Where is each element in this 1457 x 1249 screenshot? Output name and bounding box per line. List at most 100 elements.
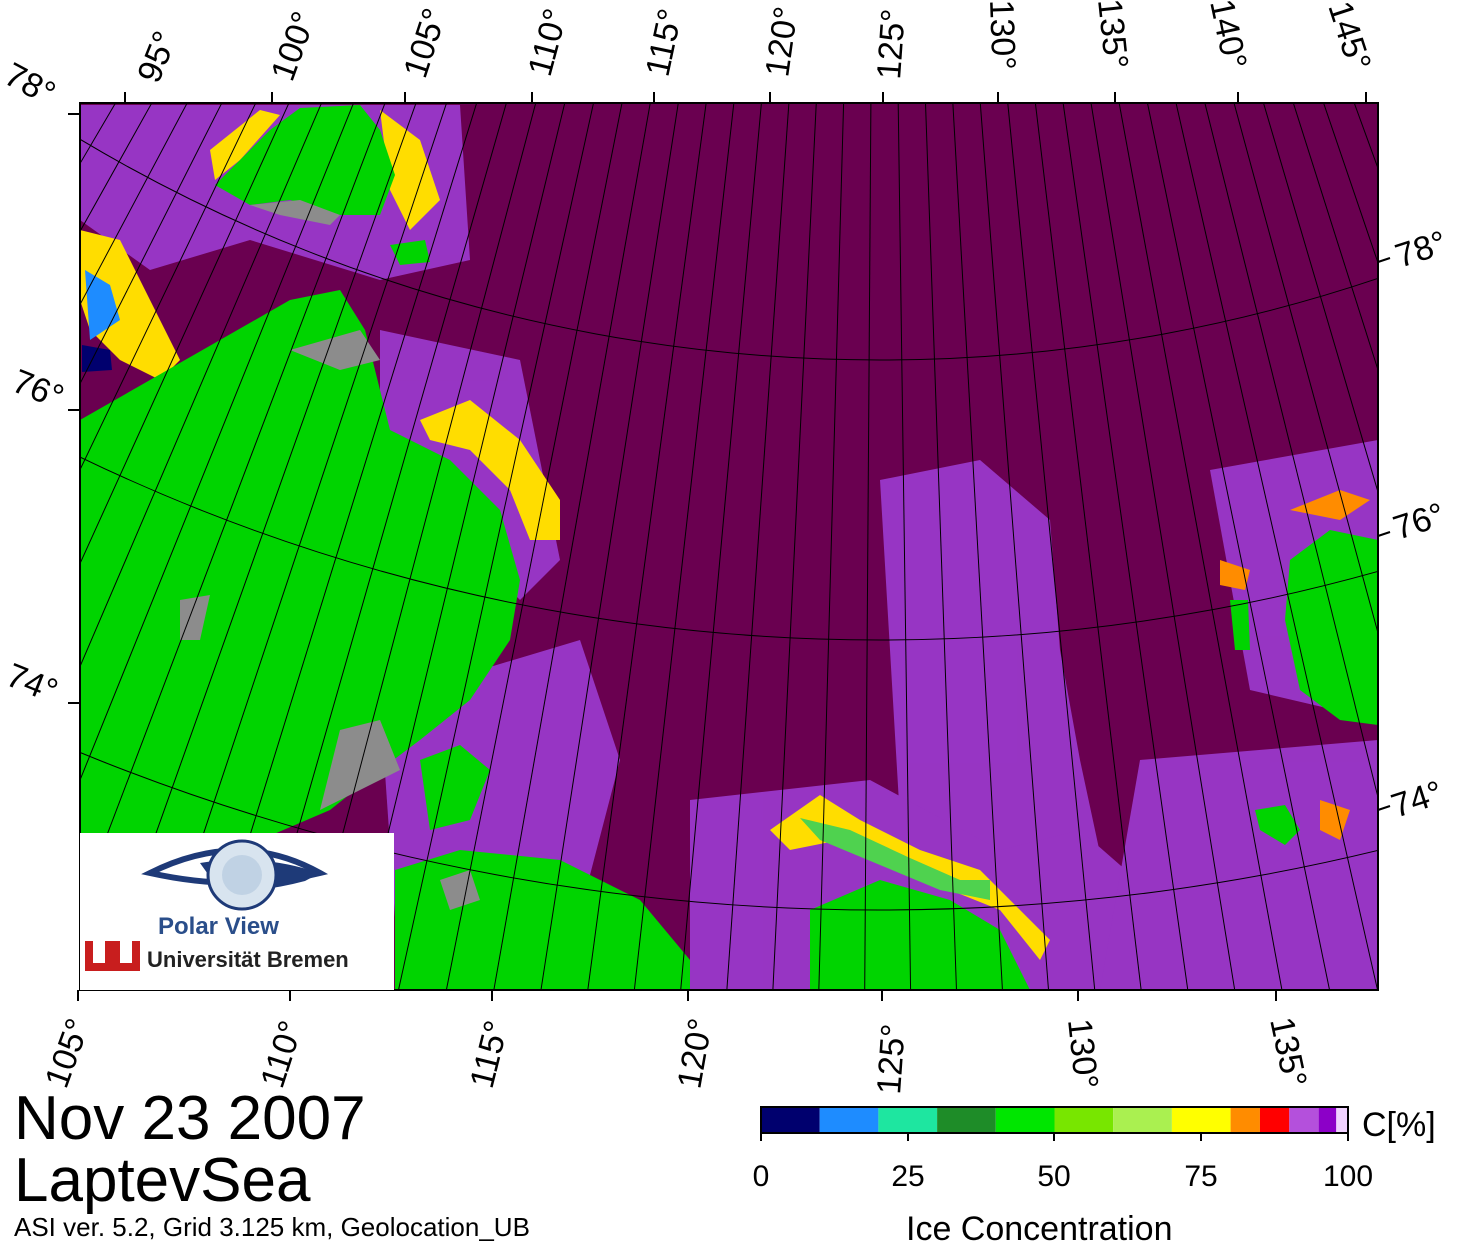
- colorbar-segment: [1230, 1107, 1260, 1133]
- begichev-island: [420, 745, 490, 830]
- colorbar-segment: [761, 1107, 820, 1133]
- logo-institution: Universität Bremen: [147, 947, 349, 972]
- meridian-line: [772, 103, 817, 990]
- taymyr-peninsula: [80, 290, 520, 870]
- top-lon-label-125: 125°: [870, 8, 913, 81]
- meridian-line: [1233, 103, 1378, 635]
- stolbovoy-islet: [1230, 600, 1250, 650]
- meridian-line: [633, 103, 735, 990]
- parallel-line: [80, 138, 1378, 361]
- meridian-line: [1175, 103, 1378, 990]
- meridian-line: [1451, 0, 1457, 911]
- right-lat-label-74: 74°: [1387, 774, 1448, 826]
- logo-name: Polar View: [158, 913, 279, 940]
- colorbar-segment: [1336, 1107, 1348, 1133]
- frame-tick: [1377, 257, 1391, 263]
- colorbar-segment: [878, 1107, 938, 1133]
- right-latitude-labels: 78° 76° 74°: [1387, 224, 1452, 826]
- left-lat-label-78: 78°: [0, 56, 61, 114]
- bottom-lon-label-120: 120°: [670, 1016, 720, 1092]
- meridian-line: [1353, 103, 1378, 170]
- meridian-line: [1204, 103, 1378, 800]
- meridian-line: [1118, 103, 1283, 990]
- kotelny-island: [1285, 530, 1378, 725]
- meridian-line: [1062, 103, 1189, 990]
- meridian-line: [540, 103, 679, 990]
- colorbar-title: Ice Concentration: [906, 1210, 1173, 1248]
- meridian-line: [397, 103, 595, 990]
- bottom-lon-label-130: 130°: [1060, 1017, 1105, 1091]
- bolshoy-lyakhovsky-islet: [1255, 805, 1300, 845]
- meridian-line: [80, 103, 290, 565]
- meridian-line: [80, 103, 323, 668]
- meridian-line: [587, 103, 707, 990]
- meridian-line: [1034, 103, 1142, 990]
- map-date-title: Nov 23 2007: [14, 1084, 366, 1153]
- top-lon-label-130: 130°: [982, 0, 1022, 71]
- left-lat-label-74: 74°: [1, 656, 63, 710]
- top-longitude-labels: 95° 100° 105° 110° 115° 120° 125° 130° 1…: [130, 0, 1378, 88]
- product-info: ASI ver. 5.2, Grid 3.125 km, Geolocation…: [14, 1212, 530, 1242]
- top-lon-label-120: 120°: [758, 4, 805, 79]
- colorbar-tick-75: 75: [1184, 1160, 1218, 1193]
- meridian-line: [80, 103, 355, 782]
- meridian-line: [897, 103, 912, 990]
- colorbar-tick-0: 0: [752, 1160, 770, 1193]
- meridian-line: [80, 103, 257, 471]
- colorbar-segment: [995, 1107, 1055, 1133]
- meridian-line: [1146, 103, 1331, 990]
- bottom-lon-label-105: 105°: [38, 1014, 98, 1093]
- bolshevik-island-tip: [390, 240, 430, 265]
- colorbar-segment: [1289, 1107, 1319, 1133]
- top-lon-label-135: 135°: [1090, 0, 1135, 71]
- coastal-mask: [180, 200, 480, 910]
- top-lon-label-100: 100°: [264, 7, 324, 86]
- severnaya-zemlya-island: [215, 105, 395, 215]
- bottom-lon-label-115: 115°: [463, 1017, 516, 1092]
- axis-ticks: [68, 92, 1391, 1001]
- meridian-line: [1292, 103, 1378, 372]
- meridian-line: [680, 103, 762, 990]
- meridian-line: [952, 103, 1003, 990]
- colorbar-segment: [819, 1107, 879, 1133]
- bottom-lon-label-110: 110°: [253, 1016, 310, 1092]
- top-lon-label-140: 140°: [1202, 0, 1254, 72]
- colorbar-tick-100: 100: [1322, 1160, 1374, 1193]
- top-lon-label-145: 145°: [1320, 0, 1378, 75]
- eye-globe-icon: [85, 839, 329, 971]
- colorbar-segment: [1171, 1107, 1231, 1133]
- land-masses: [80, 105, 1378, 990]
- polar-view-logo: Polar View Universität Bremen: [80, 833, 394, 990]
- bottom-lon-label-125: 125°: [870, 1023, 913, 1096]
- meridian-line: [979, 103, 1050, 990]
- meridian-line: [925, 103, 957, 990]
- ice-concentration-colorbar: [761, 1107, 1348, 1133]
- colorbar-segment: [1054, 1107, 1114, 1133]
- right-lat-label-78: 78°: [1391, 224, 1452, 276]
- frame-tick: [1377, 531, 1391, 537]
- colorbar-segment: [1259, 1107, 1290, 1133]
- meridian-line: [864, 103, 872, 990]
- left-lat-label-76: 76°: [7, 362, 69, 416]
- top-lon-label-110: 110°: [521, 5, 575, 80]
- colorbar-segment: [1113, 1107, 1172, 1133]
- colorbar-unit: C[%]: [1362, 1106, 1436, 1144]
- colorbar-ticks: [760, 1133, 1349, 1141]
- meridian-line: [493, 103, 651, 990]
- colorbar-segment: [937, 1107, 996, 1133]
- frame-tick: [1377, 805, 1391, 811]
- bottom-lon-label-135: 135°: [1262, 1014, 1314, 1091]
- left-latitude-labels: 78° 76° 74°: [0, 56, 69, 711]
- top-lon-label-105: 105°: [396, 4, 454, 83]
- marginal-ice-zone: [80, 110, 1370, 960]
- meridian-line: [1383, 0, 1457, 979]
- top-lon-label-115: 115°: [639, 5, 690, 79]
- colorbar-tick-25: 25: [891, 1160, 925, 1193]
- meridian-line: [1323, 103, 1378, 265]
- map-frame: [79, 102, 1379, 991]
- meridian-line: [818, 103, 845, 990]
- meridian-line: [1090, 103, 1236, 990]
- top-lon-label-95: 95°: [130, 26, 184, 88]
- meridian-line: [445, 103, 623, 990]
